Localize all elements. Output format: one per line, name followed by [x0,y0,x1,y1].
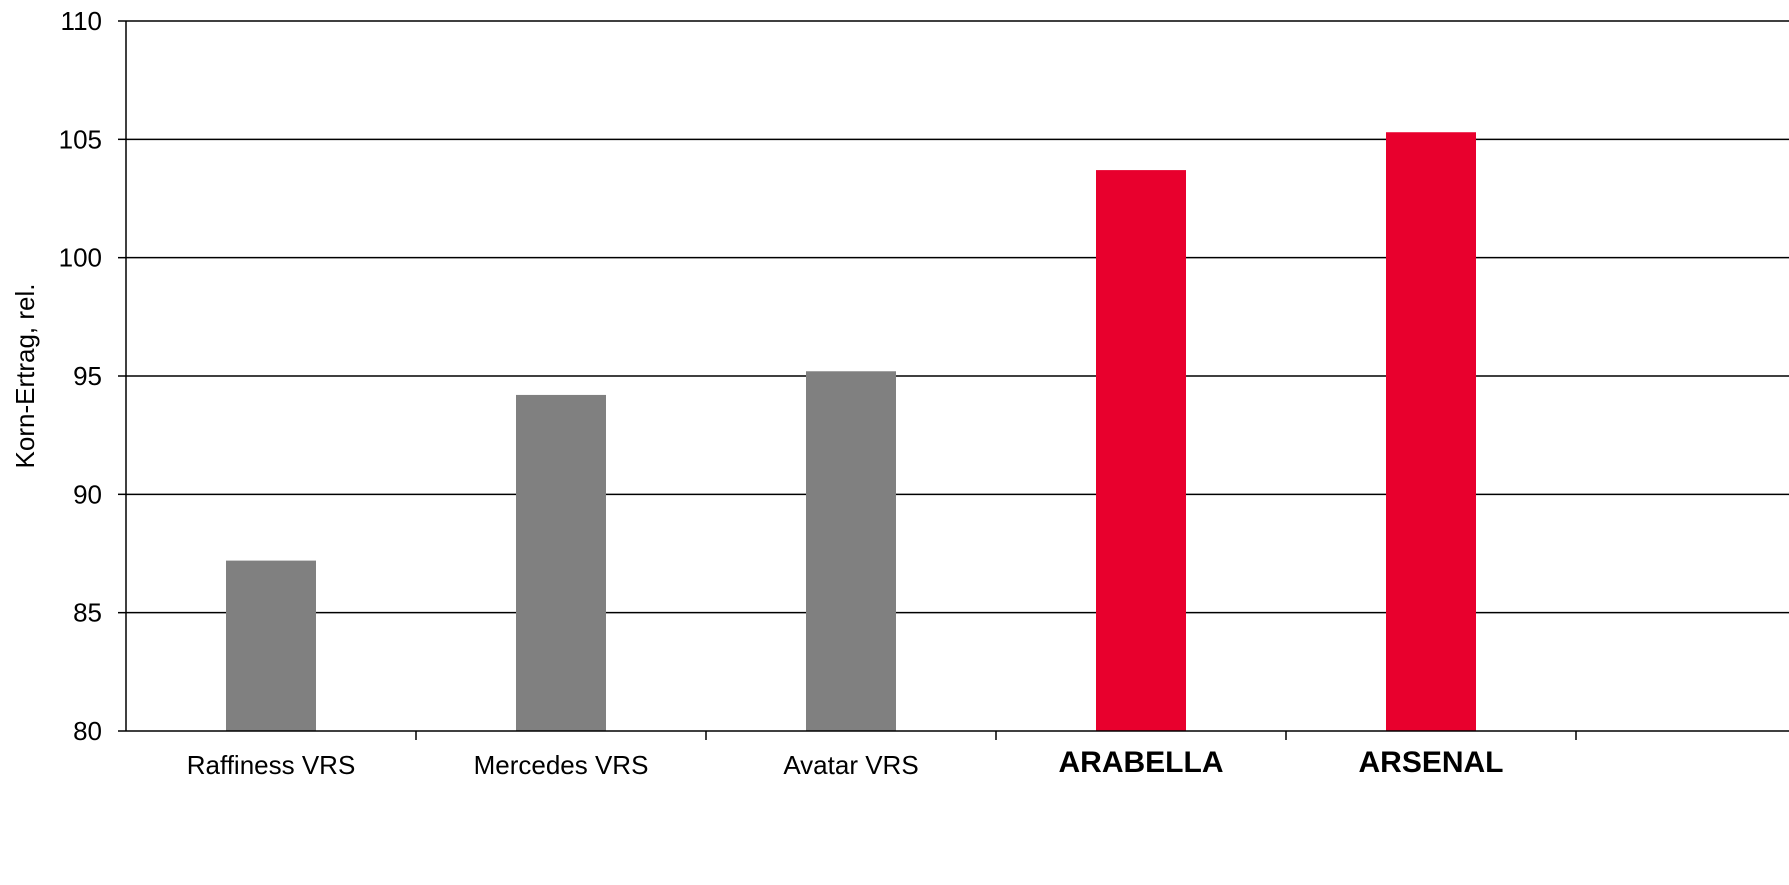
x-category-label-mercedes-vrs: Mercedes VRS [474,750,649,780]
x-category-label-avatar-vrs: Avatar VRS [783,750,918,780]
y-tick-label-100: 100 [59,243,102,273]
bar-avatar-vrs [806,371,896,731]
y-tick-labels: 80 85 90 95 100 105 110 [59,6,126,746]
bars [226,132,1476,732]
x-category-label-arabella: ARABELLA [1059,746,1224,779]
x-category-label-arsenal: ARSENAL [1358,746,1503,779]
bar-arsenal [1386,132,1476,731]
y-tick-label-105: 105 [59,124,102,154]
bar-mercedes-vrs [516,394,606,731]
gridlines [126,20,1789,614]
y-tick-label-95: 95 [73,361,102,391]
bar-raffiness-vrs [226,560,316,731]
x-category-labels: Raffiness VRS Mercedes VRS Avatar VRS ARABE… [187,731,1577,780]
y-tick-label-80: 80 [73,716,102,746]
y-tick-label-90: 90 [73,479,102,509]
bar-arabella [1096,170,1186,732]
x-category-label-raffiness-vrs: Raffiness VRS [187,750,356,780]
y-tick-label-85: 85 [73,598,102,628]
y-tick-label-110: 110 [61,6,102,36]
y-axis-title: Korn-Ertrag, rel. [10,284,40,469]
